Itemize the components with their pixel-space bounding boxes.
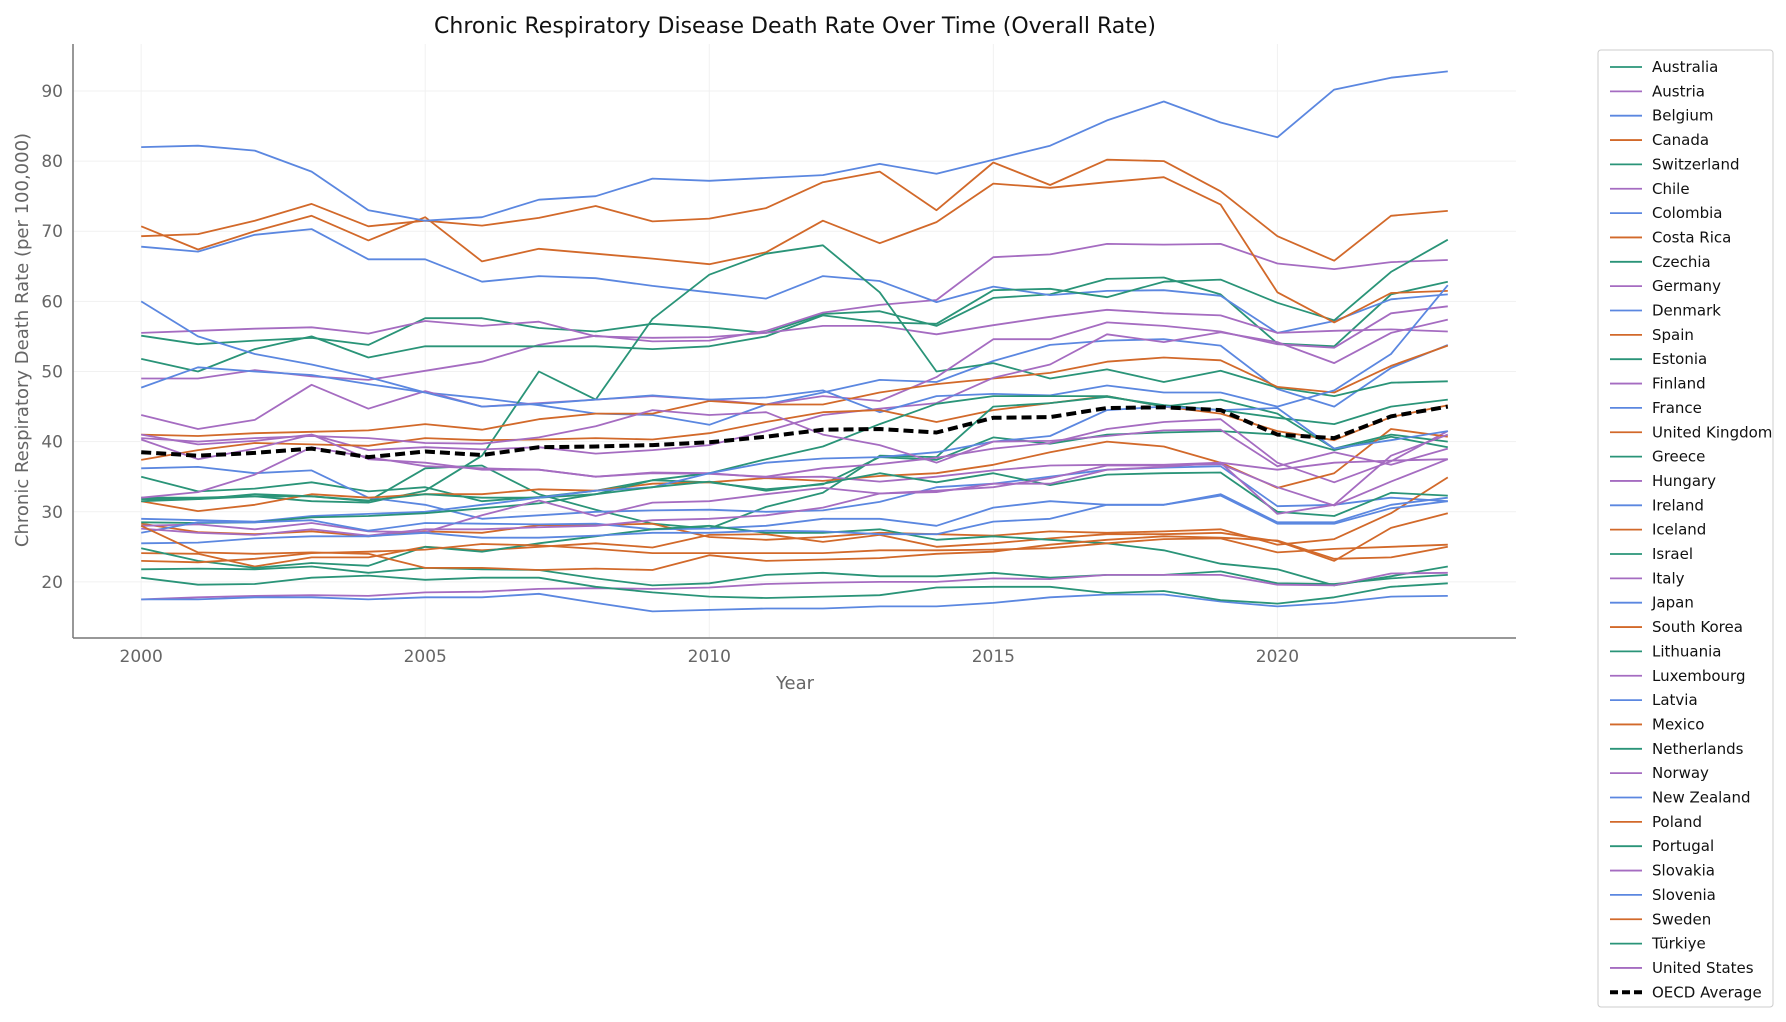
legend-label: Finland [1652, 375, 1706, 393]
legend-label: Germany [1652, 277, 1721, 295]
legend-label: Iceland [1652, 521, 1706, 539]
y-tick-label: 60 [41, 292, 63, 312]
series-line-luxembourg [141, 433, 1449, 533]
x-tick-label: 2020 [1256, 647, 1299, 667]
series-line-united-kingdom [141, 395, 1448, 461]
legend-label: United States [1652, 959, 1754, 977]
x-tick-label: 2015 [972, 647, 1015, 667]
series-line-sweden [140, 524, 1448, 571]
legend-label: France [1652, 399, 1702, 417]
legend-label: Spain [1652, 326, 1694, 344]
series-line-poland [141, 537, 1448, 564]
legend-label: Lithuania [1652, 642, 1721, 660]
series-line-iceland [141, 428, 1448, 513]
y-tick-label: 80 [41, 152, 63, 172]
legend-label: South Korea [1652, 618, 1743, 636]
series-line-japan [141, 405, 1448, 523]
legend-label: Poland [1652, 813, 1702, 831]
legend-label: Czechia [1652, 253, 1711, 271]
legend-label: Denmark [1652, 302, 1721, 320]
series-line-belgium [141, 228, 1448, 334]
series-line-slovenia [141, 592, 1448, 613]
y-tick-label: 30 [41, 503, 63, 523]
legend-label: Hungary [1652, 472, 1716, 490]
y-tick-label: 40 [41, 433, 63, 453]
chart-title: Chronic Respiratory Disease Death Rate O… [434, 14, 1156, 39]
legend-label: Costa Rica [1652, 228, 1731, 246]
legend-label: Colombia [1652, 204, 1723, 222]
legend-label: Norway [1652, 764, 1709, 782]
legend-label: Belgium [1652, 107, 1714, 125]
legend-label: Estonia [1652, 350, 1707, 368]
legend-label: Greece [1652, 448, 1705, 466]
x-tick-label: 2010 [688, 647, 731, 667]
legend-box [1597, 49, 1774, 1008]
series-line-mexico [141, 512, 1449, 568]
legend-label: Netherlands [1652, 740, 1744, 758]
legend-label: United Kingdom [1652, 423, 1772, 441]
legend-label: New Zealand [1652, 789, 1751, 807]
series-line-united-states [141, 409, 1449, 468]
grid [73, 44, 1516, 638]
y-tick-label: 70 [41, 222, 63, 242]
series-line-chile [141, 308, 1448, 339]
series-line-netherlands [141, 524, 1448, 587]
tick-labels: 20 30 40 50 60 70 80 90 2000 2005 2010 2015 2020 [41, 82, 1299, 667]
series-line-lithuania [141, 471, 1448, 524]
series-line-france [140, 284, 1449, 414]
legend-label: Italy [1652, 569, 1685, 587]
legend-label: Türkiye [1651, 935, 1706, 953]
legend-label: Sweden [1652, 910, 1711, 928]
series-line-portugal [141, 565, 1448, 587]
legend-label: Canada [1652, 131, 1709, 149]
series-line-colombia [140, 300, 1449, 426]
legend-label: Mexico [1652, 715, 1704, 733]
legend-label: Israel [1652, 545, 1693, 563]
series-line-czechia [141, 244, 1448, 504]
series-line-switzerland [141, 238, 1449, 373]
legend-label: Chile [1652, 180, 1690, 198]
series-line-slovakia [141, 571, 1448, 601]
y-tick-label: 50 [41, 363, 63, 383]
legend-label: Luxembourg [1652, 667, 1746, 685]
series-line-israel [141, 395, 1448, 503]
y-tick-label: 20 [41, 573, 63, 593]
series-line-canada [141, 158, 1448, 262]
series-line-latvia [141, 493, 1448, 534]
y-tick-label: 90 [41, 82, 63, 102]
x-tick-label: 2005 [404, 647, 447, 667]
series-lines [140, 70, 1449, 613]
legend-label: Switzerland [1652, 155, 1740, 173]
legend-label: OECD Average [1652, 983, 1762, 1001]
series-line-costa-rica [140, 176, 1448, 324]
series-line-spain [141, 344, 1449, 437]
legend-label: Austria [1652, 82, 1705, 100]
series-line-norway [141, 458, 1449, 537]
legend-label: Latvia [1652, 691, 1698, 709]
legend-label: Portugal [1652, 837, 1714, 855]
axes [72, 44, 1516, 639]
series-line-austria [141, 242, 1448, 381]
series-line-denmark [141, 70, 1448, 222]
series-line-new-zealand [141, 494, 1448, 545]
legend-label: Australia [1652, 58, 1718, 76]
x-axis-label: Year [775, 673, 815, 694]
legend-label: Ireland [1652, 496, 1704, 514]
x-tick-label: 2000 [120, 647, 163, 667]
legend: Australia Austria Belgium Canada Switzerland… [1597, 49, 1774, 1008]
series-line-t-rkiye [141, 574, 1448, 605]
legend-label: Slovakia [1652, 862, 1715, 880]
legend-label: Japan [1651, 594, 1694, 612]
legend-label: Slovenia [1652, 886, 1716, 904]
series-line-oecd-average [141, 404, 1449, 460]
y-axis-label: Chronic Respiratory Death Rate (per 100,… [12, 133, 33, 547]
